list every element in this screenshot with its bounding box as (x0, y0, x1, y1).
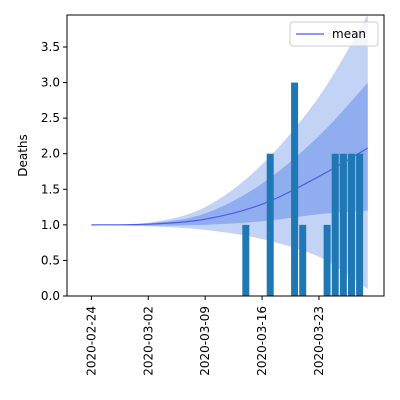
y-axis-label: Deaths (16, 134, 30, 177)
y-tick-label: 3.5 (41, 40, 60, 54)
bar (347, 153, 355, 296)
x-tick-label: 2020-02-24 (84, 306, 98, 376)
y-tick-label: 0.5 (41, 253, 60, 267)
y-tick-label: 2.0 (41, 147, 60, 161)
y-tick-label: 2.5 (41, 111, 60, 125)
plot-content (91, 15, 369, 296)
inner-band (91, 82, 368, 226)
x-tick-label: 2020-03-23 (312, 306, 326, 376)
bar (242, 224, 250, 296)
legend: mean (289, 21, 379, 47)
y-tick-label: 1.5 (41, 182, 60, 196)
x-tick-label: 2020-03-02 (141, 306, 155, 376)
bar (331, 153, 339, 296)
legend-box (289, 21, 379, 47)
x-tick-label: 2020-03-09 (198, 306, 212, 376)
bar (291, 82, 299, 296)
y-tick-label: 3.0 (41, 76, 60, 90)
x-tick-label: 2020-03-16 (255, 306, 269, 376)
y-tick-label: 1.0 (41, 218, 60, 232)
axes: 0.0 0.5 1.0 1.5 2.0 2.5 3.0 3.5 2020-02-24 2020-0… (41, 14, 385, 376)
bar (323, 224, 331, 296)
bar (356, 153, 364, 296)
plot-area (91, 15, 369, 296)
outer-band (91, 15, 368, 289)
legend-label-mean: mean (332, 27, 366, 41)
mean-line (91, 147, 369, 226)
bar (299, 224, 307, 296)
y-tick-label: 0.0 (41, 289, 60, 303)
plot-frame (66, 14, 385, 297)
bar (339, 153, 347, 296)
bar (266, 153, 274, 296)
